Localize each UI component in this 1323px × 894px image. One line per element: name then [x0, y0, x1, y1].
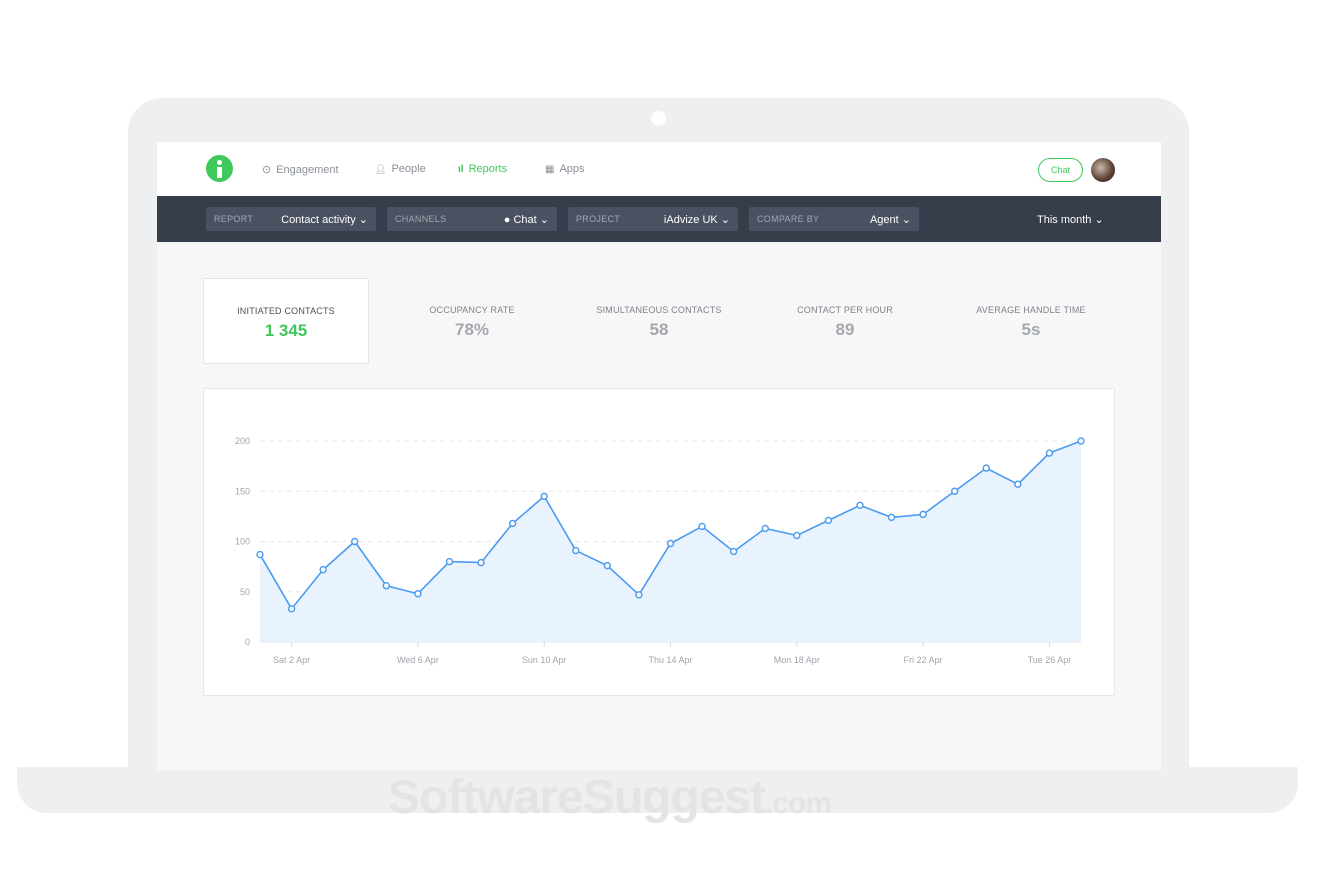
y-tick-label: 150: [235, 486, 250, 496]
report-filter[interactable]: REPORT Contact activity ⌄: [206, 207, 376, 231]
chat-button[interactable]: Chat: [1038, 158, 1083, 182]
data-point: [1045, 449, 1054, 457]
nav-apps[interactable]: ▦ Apps: [545, 163, 585, 175]
data-point: [1014, 480, 1022, 488]
data-point: [540, 492, 548, 500]
logo-icon[interactable]: [206, 155, 233, 182]
data-point: [698, 522, 706, 531]
data-point: [1077, 437, 1085, 445]
channels-filter[interactable]: CHANNELS ● Chat ⌄: [387, 207, 557, 231]
data-point: [287, 605, 296, 613]
y-tick-label: 50: [240, 587, 250, 597]
x-tick-label: Wed 6 Apr: [397, 655, 439, 665]
kpi-average-handle-time[interactable]: AVERAGE HANDLE TIME 5s: [976, 305, 1086, 339]
x-tick-label: Mon 18 Apr: [774, 655, 820, 665]
y-tick-label: 100: [235, 537, 250, 547]
person-icon: 👤︎: [375, 163, 387, 174]
data-point: [445, 557, 454, 566]
x-tick-label: Fri 22 Apr: [904, 655, 943, 665]
chevron-down-icon: ⌄: [901, 213, 911, 226]
data-point: [603, 561, 612, 570]
chevron-down-icon: ⌄: [539, 213, 549, 226]
data-point: [729, 547, 738, 556]
watermark: SoftwareSuggest.com: [388, 771, 832, 824]
kpi-contact-per-hour[interactable]: CONTACT PER HOUR 89: [797, 305, 893, 339]
data-point: [351, 537, 359, 546]
data-point: [793, 531, 801, 540]
target-icon: ⊙: [262, 164, 272, 176]
chart-card: 0 50 100 150 200 Sat 2 Apr Wed 6 Apr Sun 10 Apr…: [203, 388, 1115, 696]
data-point: [635, 591, 643, 599]
period-dropdown[interactable]: This month ⌄: [1037, 214, 1104, 226]
data-point: [824, 516, 833, 525]
data-point: [761, 524, 769, 533]
data-point: [887, 513, 896, 522]
data-point: [856, 501, 864, 510]
kpi-simultaneous-contacts[interactable]: SIMULTANEOUS CONTACTS 58: [596, 305, 722, 339]
avatar[interactable]: [1091, 158, 1115, 182]
x-tick-label: Thu 14 Apr: [648, 655, 692, 665]
data-point: [982, 464, 990, 472]
data-point: [477, 558, 485, 567]
y-tick-label: 200: [235, 436, 250, 446]
kpi-occupancy-rate[interactable]: OCCUPANCY RATE 78%: [429, 305, 515, 339]
compare-by-filter[interactable]: COMPARE BY Agent ⌄: [749, 207, 919, 231]
app-screen: ⊙ Engagement 👤︎ People ıl Reports ▦ Apps Cha…: [157, 142, 1161, 770]
area-fill: [260, 441, 1081, 642]
chevron-down-icon: ⌄: [720, 213, 730, 226]
data-point: [950, 487, 959, 495]
nav-reports[interactable]: ıl Reports: [458, 163, 508, 175]
laptop-camera: [651, 111, 666, 126]
project-filter[interactable]: PROJECT iAdvize UK ⌄: [568, 207, 738, 231]
data-point: [319, 565, 327, 574]
data-point: [508, 519, 517, 528]
line-chart: 0 50 100 150 200 Sat 2 Apr Wed 6 Apr Sun 10 Apr…: [235, 436, 1085, 665]
x-tick-label: Sun 10 Apr: [522, 655, 567, 665]
speech-bubble-icon: ●: [503, 213, 511, 226]
nav-engagement[interactable]: ⊙ Engagement: [262, 163, 339, 177]
x-tick-label: Tue 26 Apr: [1028, 655, 1072, 665]
chevron-down-icon: ⌄: [1094, 214, 1104, 226]
x-tick-label: Sat 2 Apr: [273, 655, 310, 665]
filter-bar: REPORT Contact activity ⌄ CHANNELS ● Chat …: [157, 196, 1161, 242]
chevron-down-icon: ⌄: [358, 213, 368, 226]
kpi-initiated-contacts[interactable]: INITIATED CONTACTS 1 345: [203, 278, 369, 364]
nav-people[interactable]: 👤︎ People: [375, 163, 426, 175]
data-point: [382, 582, 391, 590]
bar-chart-icon: ıl: [458, 163, 464, 175]
data-point: [256, 550, 264, 559]
laptop-base: [17, 767, 1298, 813]
grid-icon: ▦: [545, 163, 555, 175]
data-point: [919, 510, 927, 519]
data-point: [666, 539, 675, 548]
top-nav: ⊙ Engagement 👤︎ People ıl Reports ▦ Apps Cha…: [157, 142, 1161, 196]
data-point: [414, 590, 422, 598]
y-tick-label: 0: [245, 637, 250, 647]
data-point: [572, 546, 580, 555]
